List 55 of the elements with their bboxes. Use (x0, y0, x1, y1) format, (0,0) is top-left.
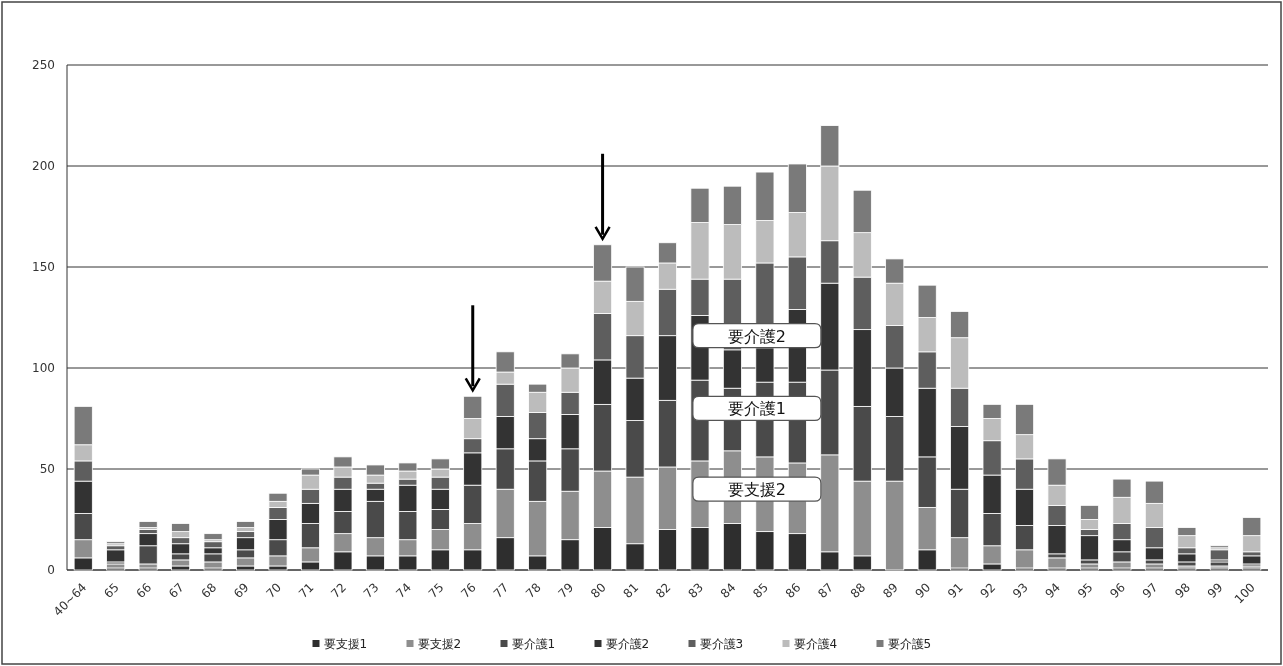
x-tick-label: 99 (1204, 580, 1226, 601)
x-tick-label: 78 (523, 580, 544, 601)
x-tick-label: 91 (945, 580, 966, 601)
y-tick-label: 0 (47, 563, 55, 577)
y-tick-label: 50 (39, 462, 55, 476)
x-tick-label: 85 (750, 580, 771, 601)
y-tick-label: 200 (32, 159, 55, 173)
x-tick-label: 89 (880, 580, 901, 601)
legend-label: 要介護3 (699, 637, 744, 651)
x-tick-label: 66 (133, 580, 155, 601)
x-tick-label: 65 (101, 580, 122, 601)
x-tick-label: 76 (458, 580, 479, 601)
x-tick-label: 100 (1231, 580, 1258, 607)
x-tick-label: 86 (782, 580, 804, 601)
y-tick-label: 250 (32, 58, 55, 72)
x-tick-label: 97 (1139, 580, 1161, 601)
x-tick-label: 77 (490, 580, 512, 601)
y-tick-label: 100 (32, 361, 55, 375)
x-tick-label: 79 (555, 580, 577, 601)
x-tick-label: 67 (166, 580, 187, 601)
x-tick-label: 88 (847, 580, 869, 601)
annotation: 要支援2 (727, 480, 786, 500)
legend-label: 要介護4 (793, 637, 838, 651)
note: 要支援2 (692, 476, 822, 502)
x-tick-label: 74 (393, 580, 414, 601)
x-tick-label: 70 (263, 580, 285, 601)
x-tick-label: 72 (328, 580, 350, 601)
note: 要介護1 (692, 395, 822, 421)
x-tick-label: 90 (912, 580, 934, 601)
x-tick-label: 75 (425, 580, 447, 601)
x-tick-label: 83 (685, 580, 707, 601)
annotation: 要介護1 (727, 399, 786, 419)
x-tick-label: 68 (198, 580, 220, 601)
x-tick-label: 96 (1107, 580, 1129, 601)
x-tick-label: 81 (620, 580, 642, 601)
x-tick-label: 92 (977, 580, 999, 601)
x-tick-label: 69 (230, 580, 252, 601)
y-tick-label: 150 (32, 260, 55, 274)
x-tick-label: 84 (717, 580, 739, 601)
legend-label: 要支援1 (323, 637, 368, 651)
x-tick-label: 73 (360, 580, 382, 601)
x-tick-label: 95 (1074, 580, 1096, 601)
x-tick-label: 94 (1042, 580, 1064, 601)
x-tick-label: 87 (815, 580, 836, 601)
note: 要介護2 (692, 323, 822, 349)
x-tick-label: 98 (1172, 580, 1193, 601)
legend-label: 要介護1 (511, 637, 556, 651)
x-tick-label: 82 (652, 580, 674, 601)
annotation: 要介護2 (727, 326, 786, 346)
x-tick-label: 71 (295, 580, 317, 601)
x-tick-label: 80 (588, 580, 609, 601)
x-tick-label: 93 (1009, 580, 1031, 601)
legend-label: 要介護5 (887, 637, 932, 651)
legend-label: 要介護2 (605, 637, 650, 651)
legend-label: 要支援2 (417, 637, 462, 651)
